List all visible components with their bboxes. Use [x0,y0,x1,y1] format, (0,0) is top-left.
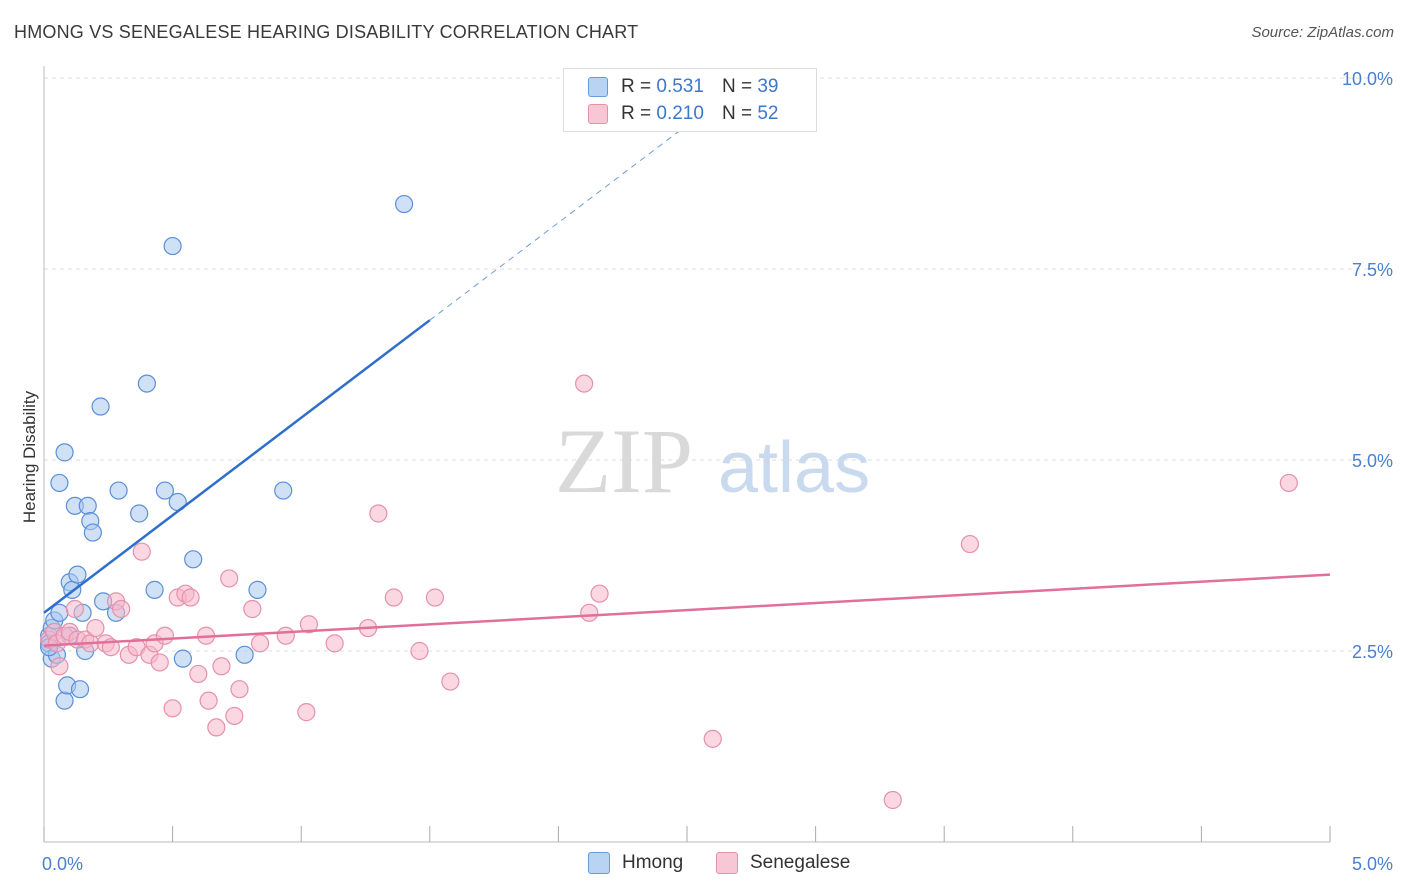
senegalese-point [299,615,319,634]
senegalese-trend-line [43,573,1331,647]
hmong-point [173,649,192,668]
senegalese-point [189,664,208,684]
senegalese-point [86,618,105,638]
hmong-point [155,481,174,500]
hmong-point [184,550,203,569]
hmong-point [163,236,182,256]
source-credit: Source: ZipAtlas.com [1251,24,1394,41]
senegalese-point [65,599,84,619]
senegalese-point [425,588,445,607]
hmong-swatch [588,77,608,97]
hmong-trend-extension [429,105,714,321]
watermark-atlas: atlas [718,428,870,508]
senegalese-point [243,599,262,619]
senegalese-point [410,641,429,661]
senegalese-point [703,729,722,748]
senegalese-point [883,790,902,810]
senegalese-point [199,691,218,710]
legend-row-senegalese: R = 0.210 N = 52 [588,102,778,126]
points-layer [40,194,1298,810]
hmong-n-value: 39 [757,76,779,97]
senegalese-r-value: 0.210 [656,103,704,124]
senegalese-point [212,657,231,676]
y-axis-title: Hearing Disability [20,390,39,523]
hmong-point [248,580,267,599]
legend-item-hmong[interactable]: Hmong [588,852,683,874]
hmong-r-value: 0.531 [656,76,704,97]
senegalese-point [441,672,460,691]
senegalese-point [220,569,239,588]
senegalese-r-label: R = [621,103,652,124]
watermark-zip: ZIP [555,410,693,512]
hmong-trend-line [43,319,431,614]
senegalese-point [580,603,599,622]
hmong-r-label: R = [621,76,652,97]
hmong-point [78,496,97,515]
senegalese-point [181,588,200,607]
y-tick-label: 7.5% [1352,260,1393,280]
senegalese-point [250,634,270,653]
legend-row-hmong: R = 0.531 N = 39 [588,75,778,99]
hmong-point [50,473,69,493]
senegalese-point [207,718,226,737]
senegalese-point [276,626,295,645]
hmong-point [68,565,87,584]
hmong-point [55,691,74,710]
senegalese-point [50,657,69,676]
x-tick-label-max: 5.0% [1352,854,1393,874]
senegalese-point [112,599,131,619]
trend-layer [43,105,1331,647]
senegalese-point [230,680,249,699]
senegalese-point [590,584,609,603]
senegalese-point [297,703,316,722]
senegalese-point [325,634,344,653]
hmong-legend-label: Hmong [622,852,684,873]
senegalese-point [155,626,174,645]
senegalese-point [163,699,182,718]
series-legend: Hmong Senegalese [0,852,1406,876]
correlation-legend: R = 0.531 N = 39 R = 0.210 N = 52 [563,68,817,132]
x-tick-label-min: 0.0% [42,854,83,874]
senegalese-swatch [588,104,608,124]
hmong-legend-swatch [588,852,610,874]
y-tick-label: 10.0% [1342,69,1393,89]
senegalese-legend-label: Senegalese [750,852,851,873]
senegalese-point [384,588,403,607]
hmong-point [91,397,110,416]
hmong-point [55,443,74,462]
axes-layer [43,66,1331,843]
senegalese-point [1279,473,1298,493]
y-tick-label: 2.5% [1352,642,1393,662]
hmong-point [274,481,293,500]
hmong-point [137,374,156,393]
senegalese-n-label: N = [721,103,753,124]
hmong-n-label: N = [721,76,753,97]
hmong-point [145,580,164,599]
chart-title: HMONG VS SENEGALESE HEARING DISABILITY C… [14,22,639,42]
senegalese-point [132,542,151,561]
senegalese-point [960,534,980,554]
senegalese-point [369,504,388,523]
tick-labels-layer: 2.5% 5.0% 7.5% 10.0% 0.0% 5.0% [42,69,1393,874]
senegalese-n-value: 52 [757,103,779,124]
hmong-point [394,194,414,214]
y-tick-label: 5.0% [1352,451,1393,471]
grid-layer [44,77,1380,652]
senegalese-legend-swatch [716,852,738,874]
legend-item-senegalese[interactable]: Senegalese [716,852,850,874]
hmong-point [70,680,90,699]
hmong-point [130,504,149,523]
senegalese-point [225,706,244,726]
senegalese-point [575,374,594,393]
hmong-point [235,645,254,664]
hmong-point [109,481,128,500]
senegalese-point [150,653,169,672]
hmong-point [83,523,102,542]
